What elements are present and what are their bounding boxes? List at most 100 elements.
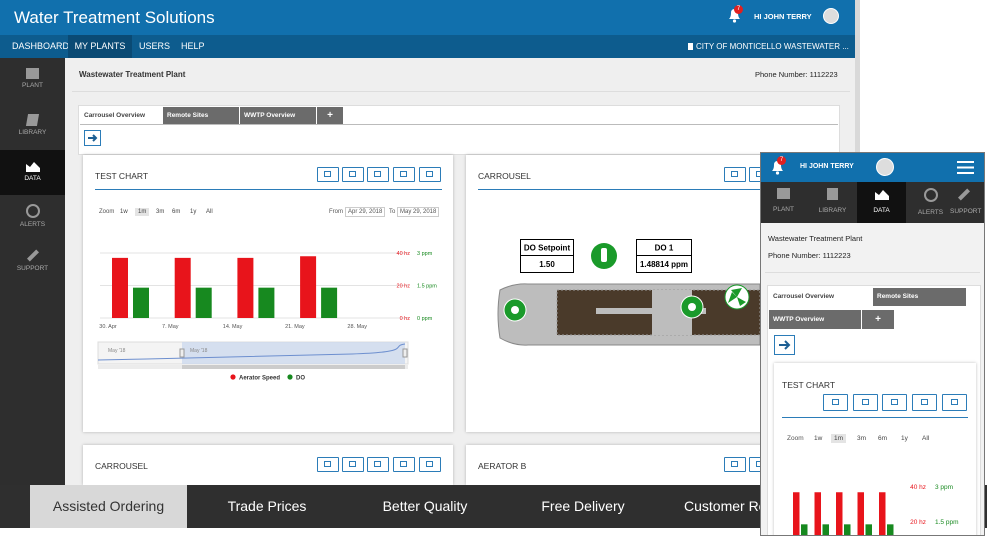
mobile-nav-item-active[interactable]: DATA [857,182,906,223]
zoom-option-active[interactable]: 1m [831,434,847,443]
open-button[interactable] [882,394,907,411]
menu-button[interactable] [419,457,441,472]
phone-number: Phone Number: 1112223 [768,251,851,260]
nav-item[interactable]: HELP [181,41,205,51]
bar [237,257,254,318]
navigator-series [97,343,406,361]
open-button[interactable] [367,457,389,472]
edit-button[interactable] [317,167,339,182]
zoom-option[interactable]: 1y [901,435,908,442]
tab[interactable]: Carrousel Overview [80,107,162,124]
site-selector[interactable]: CITY OF MONTICELLO WASTEWATER ... [696,42,849,51]
nav-item[interactable]: DASHBOARD [12,41,70,51]
tab[interactable]: WWTP Overview [240,107,316,124]
zoom-option[interactable]: All [922,435,930,442]
tab[interactable]: WWTP Overview [769,310,861,329]
open-button[interactable] [367,167,389,182]
bar [133,287,149,318]
avatar[interactable] [823,8,839,24]
zoom-option[interactable]: 6m [172,209,181,215]
nav-item-active[interactable]: MY PLANTS [68,35,132,58]
edit-button[interactable] [724,457,746,472]
mobile-nav-item[interactable]: LIBRARY [808,182,857,223]
menu-button[interactable] [419,167,441,182]
feature-tab-active[interactable]: Assisted Ordering [30,485,187,528]
legend-marker [287,374,293,380]
card-underline [478,189,768,190]
sidebar-item-active[interactable]: DATA [0,150,65,195]
bar [112,257,128,318]
sidebar-item[interactable]: LIBRARY [0,108,65,153]
navigator-handle [402,348,408,358]
arrow-button[interactable] [774,335,795,355]
y-tick-label: 20 hz [910,519,926,526]
zoom-option[interactable]: 1w [814,435,823,442]
mobile-view: 7 HI JOHN TERRY PLANT LIBRARY DATA ALERT… [760,152,985,536]
zoom-option-active[interactable]: 1m [135,208,150,216]
building-icon [688,43,693,50]
main-nav: DASHBOARD MY PLANTS USERS HELP CITY OF M… [0,35,855,58]
zoom-option[interactable]: 6m [878,435,888,442]
arrow-button[interactable] [84,130,101,146]
bar [879,492,886,535]
app-header: Water Treatment Solutions 7 HI JOHN TERR… [0,0,855,35]
from-date[interactable]: Apr 29, 2018 [345,207,386,217]
y-tick-label: 40 hz [397,251,411,257]
card-underline [95,189,442,190]
bar [793,492,800,535]
edit-button[interactable] [823,394,848,411]
copy-button[interactable] [393,457,415,472]
feature-tab[interactable]: Free Delivery [541,498,625,514]
setpoint-value[interactable]: 1.50 [539,260,555,269]
sidebar-item[interactable]: PLANT [0,62,65,107]
app-title: Water Treatment Solutions [14,8,215,27]
hamburger-menu[interactable] [957,161,974,174]
bar [844,524,851,535]
edit-button[interactable] [724,167,746,182]
card-title: TEST CHART [95,171,149,181]
feature-tab[interactable]: Better Quality [382,498,468,514]
card: CARROUSEL [83,445,453,485]
avatar[interactable] [876,158,894,176]
to-date[interactable]: May 29, 2018 [397,207,440,217]
mobile-nav-item[interactable]: ALERTS [906,182,955,223]
edit-button[interactable] [317,457,339,472]
card-title: CARROUSEL [95,461,148,471]
nav-item[interactable]: USERS [139,41,171,51]
delete-button[interactable] [342,167,364,182]
delete-button[interactable] [342,457,364,472]
sensor-label: DO 1 [655,244,674,253]
zoom-label: Zoom [787,435,804,442]
zoom-option[interactable]: 3m [857,435,867,442]
bar [822,524,829,535]
setpoint-label: DO Setpoint [524,244,571,253]
bar [321,287,338,318]
zoom-option[interactable]: 1y [190,209,197,215]
mobile-nav-item[interactable]: SUPPORT [950,182,984,223]
zoom-option[interactable]: All [206,209,213,215]
user-greeting[interactable]: HI JOHN TERRY [800,163,854,170]
copy-button[interactable] [393,167,415,182]
zoom-option[interactable]: 1w [120,209,128,215]
divider [72,91,850,92]
sidebar: PLANT LIBRARY DATA ALERTS SUPPORT [0,58,65,485]
delete-button[interactable] [853,394,878,411]
zoom-option[interactable]: 3m [156,209,165,215]
feature-tab[interactable]: Trade Prices [227,498,307,514]
page-title: Wastewater Treatment Plant [768,234,863,243]
menu-button[interactable] [942,394,967,411]
mobile-nav-item[interactable]: PLANT [761,182,808,223]
sidebar-item[interactable]: SUPPORT [0,243,65,288]
tab-add[interactable]: + [862,310,894,329]
tab[interactable]: Carrousel Overview [769,288,872,306]
x-tick-label: 21. May [285,324,305,330]
tab-add[interactable]: + [317,107,343,124]
y2-tick-label: 1.5 ppm [935,519,959,526]
user-greeting[interactable]: HI JOHN TERRY [754,12,812,21]
copy-button[interactable] [912,394,937,411]
tab[interactable]: Remote Sites [873,288,966,306]
bar [836,492,843,535]
zoom-label: Zoom [99,209,115,215]
tab[interactable]: Remote Sites [163,107,239,124]
sidebar-item[interactable]: ALERTS [0,198,65,243]
